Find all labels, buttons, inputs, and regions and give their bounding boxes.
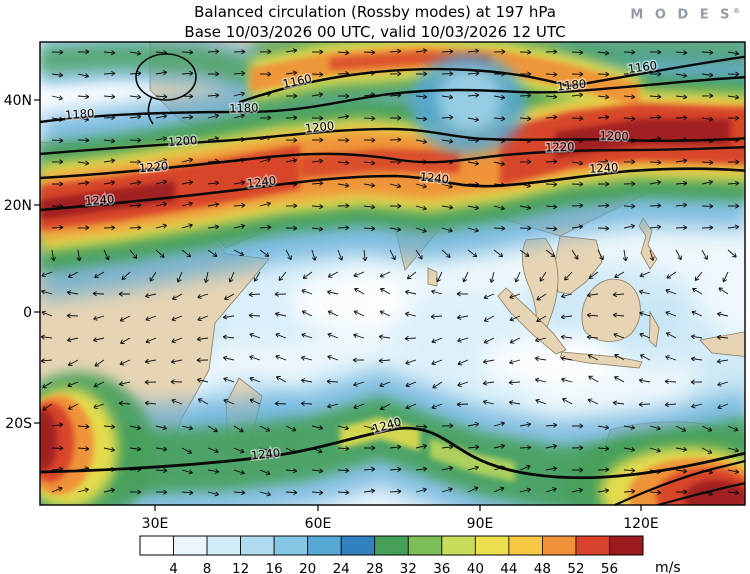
x-axis: 30E 60E 90E 120E [142,505,659,532]
contour-label: 1200 [304,119,335,136]
y-axis: 40N 20N 0 20S [4,93,40,432]
colorbar-cell [407,535,443,556]
colorbar-cell [206,535,241,556]
colorbar-tick-label: 52 [567,561,584,574]
landmass [699,331,745,357]
wind-vector-arrows [40,48,740,497]
y-tick-label: 20S [5,416,32,432]
colorbar-cell [340,535,376,556]
height-contour [40,426,745,480]
wind-speed-band [555,119,730,158]
colorbar-tick-label: 28 [366,561,383,574]
wind-speed-band [300,149,460,178]
contour-label: 1240 [246,173,277,190]
wind-speed-patch [480,338,620,386]
colorbar-tick-label: 56 [601,561,618,574]
colorbar-cell [307,535,342,556]
contour-label: 1200 [168,133,198,149]
colorbar-cell [609,535,644,556]
wind-speed-band [40,181,175,220]
colorbar-tick-label: 48 [534,561,551,574]
circulation-marker-tail [147,96,154,125]
colorbar-cell [240,535,275,556]
chart-subtitle: Base 10/03/2026 00 UTC, valid 10/03/2026… [184,22,566,41]
wind-speed-band [560,42,745,66]
colorbar-tick-label: 8 [203,561,212,574]
contour-label: 1220 [545,139,575,154]
closed-circulation-marker [135,53,197,101]
contour-label: 1180 [556,77,587,94]
modes-logo-text: M O D E S [630,7,733,23]
registered-mark: ® [733,7,740,15]
x-tick-label: 30E [142,516,169,532]
x-tick-label: 60E [305,516,332,532]
contour-label: 1240 [419,170,450,187]
shading-layer [40,42,745,505]
colorbar-cell [508,535,543,556]
landmass [648,310,660,348]
colorbar-tick-label: 44 [500,561,517,574]
wind-speed-band [40,43,260,87]
colorbar-cell [542,535,577,556]
wind-speed-band [430,438,515,482]
colorbar-tick-label: 32 [400,561,417,574]
colorbar-frame [139,535,644,556]
chart-header: Balanced circulation (Rossby modes) at 1… [0,3,750,41]
y-tick-label: 0 [23,305,32,321]
x-tick-label: 90E [467,516,494,532]
landmass [427,267,438,287]
wind-speed-patch [290,274,410,330]
map-frame [39,41,746,506]
height-contour [40,167,745,212]
y-tick-label: 40N [4,93,32,109]
height-contour [613,459,745,505]
height-contour [40,76,745,124]
colorbar-cell [273,535,309,556]
y-tick-label: 20N [4,198,32,214]
contour-label: 1240 [85,192,115,208]
colorbar-tick-label: 20 [299,561,316,574]
colorbar: 4 8 12 16 20 24 28 32 36 40 44 48 52 56 m/s [139,535,681,574]
contour-label: 1240 [250,446,281,463]
x-tick-label: 120E [623,516,659,532]
landmass [559,351,643,369]
contour-label: 1160 [627,58,658,76]
colorbar-cell [374,535,409,556]
colorbar-tick-label: 4 [169,561,178,574]
colorbar-cell [441,535,476,556]
chart-title: Balanced circulation (Rossby modes) at 1… [194,3,556,21]
colorbar-cell [575,535,610,556]
colorbar-tick-label: 12 [232,561,249,574]
colorbar-cell [139,535,174,556]
colorbar-cell [474,535,510,556]
wind-speed-core [438,70,502,130]
landmass [638,217,658,270]
contour-label: 1180 [65,106,95,122]
colorbar-cell [173,535,208,556]
contour-label: 1180 [229,100,259,115]
colorbar-tick-label: 24 [333,561,350,574]
contour-label: 1240 [589,160,619,176]
height-contour [40,145,745,180]
contour-label: 1220 [138,159,168,175]
colorbar-tick-label: 16 [266,561,283,574]
wind-speed-core [40,410,57,470]
height-contour [238,55,745,104]
colorbar-unit: m/s [655,560,681,574]
modes-logo: M O D E S® [630,7,740,22]
contour-layer [40,53,745,505]
colorbar-tick-label: 40 [467,561,484,574]
contour-label: 1200 [599,128,629,143]
colorbar-tick-label: 36 [433,561,450,574]
